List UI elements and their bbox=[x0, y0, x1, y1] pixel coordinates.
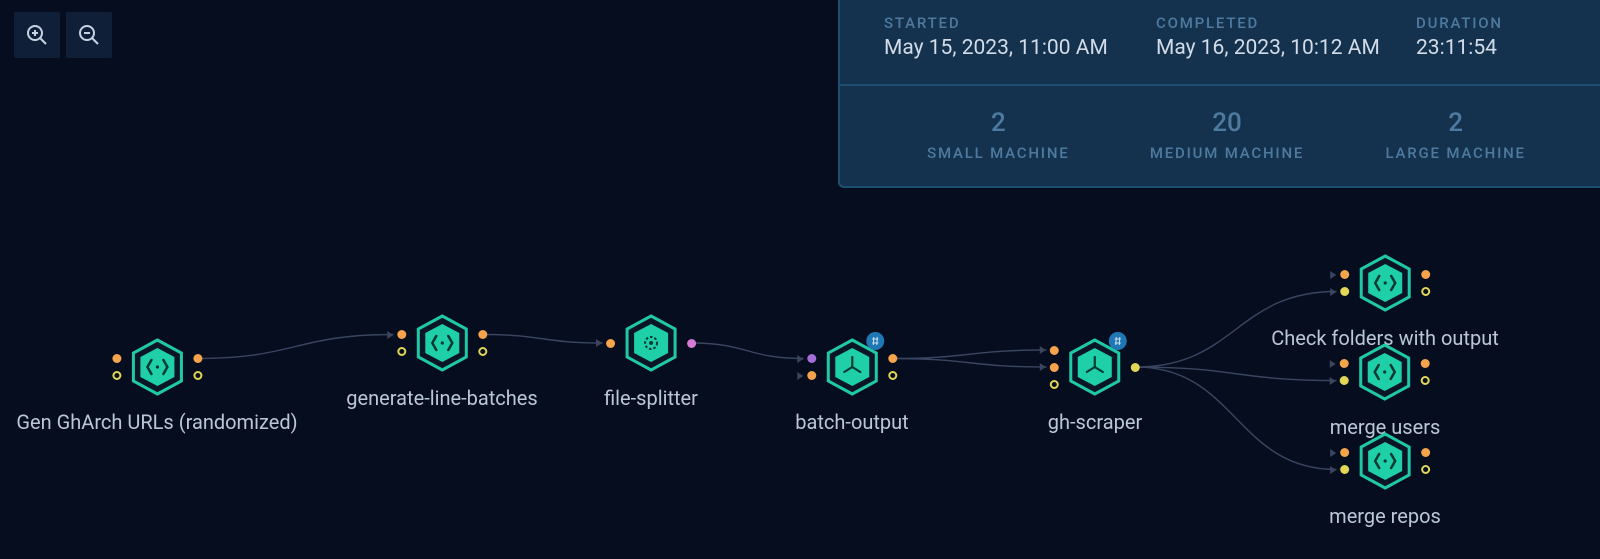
duration-block: DURATION 23:11:54 bbox=[1416, 14, 1570, 60]
input-port[interactable] bbox=[112, 371, 121, 380]
zoom-in-icon bbox=[25, 23, 49, 47]
input-ports bbox=[1340, 359, 1349, 385]
node-hex-icon bbox=[131, 338, 183, 396]
duration-label: DURATION bbox=[1416, 14, 1570, 32]
pipeline-node[interactable]: Gen GhArch URLs (randomized) bbox=[16, 338, 297, 434]
completed-label: COMPLETED bbox=[1156, 14, 1416, 32]
output-ports bbox=[1421, 448, 1430, 474]
output-ports bbox=[687, 339, 696, 348]
input-port[interactable] bbox=[807, 354, 816, 363]
output-port[interactable] bbox=[1421, 270, 1430, 279]
stat-label: MEDIUM MACHINE bbox=[1113, 144, 1342, 162]
pipeline-edge bbox=[1136, 367, 1337, 381]
output-port[interactable] bbox=[888, 371, 897, 380]
node-label: batch-output bbox=[795, 410, 908, 434]
stat-label: LARGE MACHINE bbox=[1341, 144, 1570, 162]
output-ports bbox=[1131, 363, 1140, 372]
pipeline-edge bbox=[1136, 367, 1337, 470]
node-hex-icon bbox=[416, 314, 468, 372]
output-port[interactable] bbox=[193, 371, 202, 380]
output-port[interactable] bbox=[193, 354, 202, 363]
input-port[interactable] bbox=[807, 371, 816, 380]
machine-stat: 2 SMALL MACHINE bbox=[884, 108, 1113, 162]
stat-value: 2 bbox=[884, 108, 1113, 138]
output-ports bbox=[1421, 270, 1430, 296]
output-port[interactable] bbox=[888, 354, 897, 363]
input-ports bbox=[606, 339, 615, 348]
input-ports bbox=[1340, 270, 1349, 296]
node-label: gh-scraper bbox=[1048, 410, 1142, 434]
output-port[interactable] bbox=[1421, 448, 1430, 457]
output-ports bbox=[888, 354, 897, 380]
input-ports bbox=[1050, 346, 1059, 389]
machine-stat: 20 MEDIUM MACHINE bbox=[1113, 108, 1342, 162]
node-label: generate-line-batches bbox=[346, 386, 537, 410]
node-label: Gen GhArch URLs (randomized) bbox=[16, 410, 297, 434]
started-value: May 15, 2023, 11:00 AM bbox=[884, 36, 1156, 60]
completed-block: COMPLETED May 16, 2023, 10:12 AM bbox=[1156, 14, 1416, 60]
output-port[interactable] bbox=[1421, 465, 1430, 474]
output-port[interactable] bbox=[1421, 359, 1430, 368]
output-port[interactable] bbox=[478, 347, 487, 356]
input-port[interactable] bbox=[1340, 448, 1349, 457]
stat-label: SMALL MACHINE bbox=[884, 144, 1113, 162]
output-port[interactable] bbox=[1421, 287, 1430, 296]
input-ports bbox=[112, 354, 121, 380]
input-port[interactable] bbox=[1050, 380, 1059, 389]
input-port[interactable] bbox=[397, 347, 406, 356]
duration-value: 23:11:54 bbox=[1416, 36, 1570, 60]
pipeline-edge bbox=[893, 350, 1047, 359]
input-port[interactable] bbox=[606, 339, 615, 348]
input-port[interactable] bbox=[1340, 287, 1349, 296]
zoom-out-button[interactable] bbox=[66, 12, 112, 58]
pipeline-node[interactable]: generate-line-batches bbox=[346, 314, 537, 410]
zoom-in-button[interactable] bbox=[14, 12, 60, 58]
output-ports bbox=[478, 330, 487, 356]
node-label: file-splitter bbox=[604, 386, 698, 410]
pipeline-node[interactable]: merge repos bbox=[1329, 432, 1441, 528]
input-port[interactable] bbox=[397, 330, 406, 339]
run-info-panel: STARTED May 15, 2023, 11:00 AM COMPLETED… bbox=[838, 0, 1600, 188]
input-ports bbox=[1340, 448, 1349, 474]
input-ports bbox=[807, 354, 816, 380]
pipeline-node[interactable]: file-splitter bbox=[604, 314, 698, 410]
input-ports bbox=[397, 330, 406, 356]
node-label: merge repos bbox=[1329, 504, 1441, 528]
node-hex-icon bbox=[1359, 254, 1411, 312]
zoom-out-icon bbox=[77, 23, 101, 47]
pipeline-node[interactable]: batch-output bbox=[795, 338, 908, 434]
pipeline-node[interactable]: Check folders with output bbox=[1271, 254, 1499, 350]
output-ports bbox=[193, 354, 202, 380]
output-port[interactable] bbox=[478, 330, 487, 339]
pipeline-edge bbox=[893, 359, 1047, 368]
node-hex-icon bbox=[826, 338, 878, 396]
output-ports bbox=[1421, 359, 1430, 385]
output-port[interactable] bbox=[687, 339, 696, 348]
input-port[interactable] bbox=[1340, 359, 1349, 368]
input-port[interactable] bbox=[1050, 363, 1059, 372]
pipeline-node[interactable]: gh-scraper bbox=[1048, 338, 1142, 434]
output-port[interactable] bbox=[1421, 376, 1430, 385]
input-port[interactable] bbox=[1340, 270, 1349, 279]
input-port[interactable] bbox=[112, 354, 121, 363]
zoom-controls bbox=[14, 12, 112, 58]
node-hex-icon bbox=[1069, 338, 1121, 396]
node-hex-icon bbox=[625, 314, 677, 372]
output-port[interactable] bbox=[1131, 363, 1140, 372]
machine-stats-row: 2SMALL MACHINE20MEDIUM MACHINE2LARGE MAC… bbox=[840, 84, 1600, 186]
pipeline-edge bbox=[692, 343, 804, 359]
input-port[interactable] bbox=[1340, 376, 1349, 385]
started-block: STARTED May 15, 2023, 11:00 AM bbox=[884, 14, 1156, 60]
node-hex-icon bbox=[1359, 432, 1411, 490]
stat-value: 20 bbox=[1113, 108, 1342, 138]
machine-stat: 2 LARGE MACHINE bbox=[1341, 108, 1570, 162]
stat-value: 2 bbox=[1341, 108, 1570, 138]
completed-value: May 16, 2023, 10:12 AM bbox=[1156, 36, 1416, 60]
node-hex-icon bbox=[1359, 343, 1411, 401]
pipeline-node[interactable]: merge users bbox=[1330, 343, 1441, 439]
input-port[interactable] bbox=[1340, 465, 1349, 474]
started-label: STARTED bbox=[884, 14, 1156, 32]
input-port[interactable] bbox=[1050, 346, 1059, 355]
